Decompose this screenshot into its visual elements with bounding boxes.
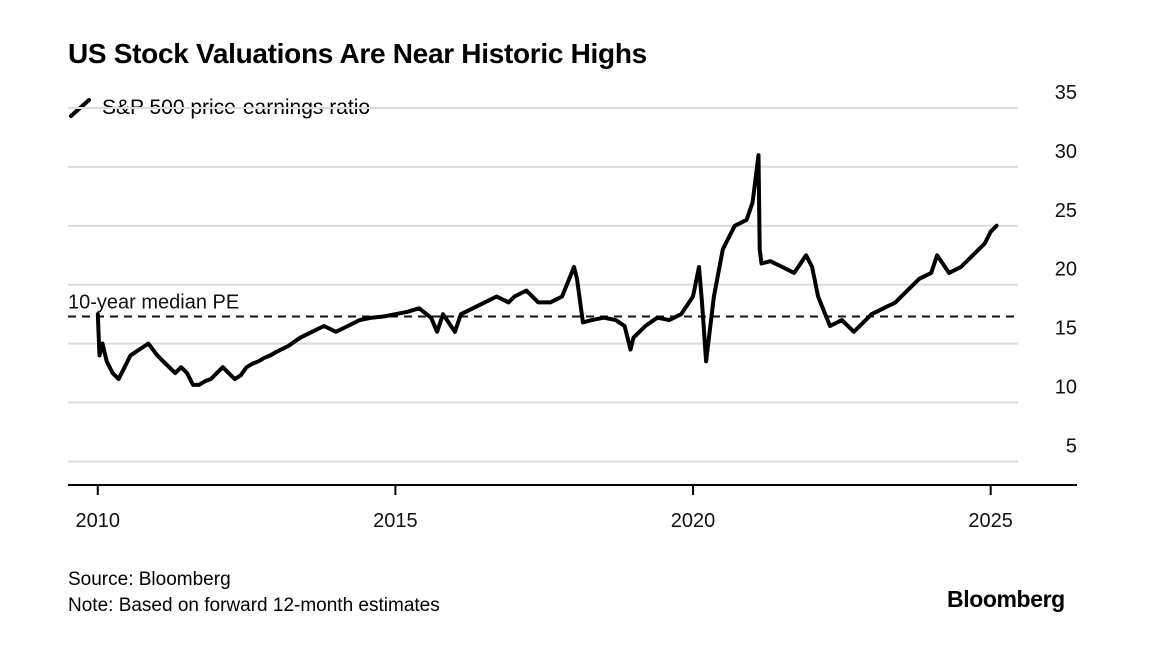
- x-tick-label-2025: 2025: [968, 510, 1013, 532]
- note-text: Note: Based on forward 12-month estimate…: [68, 595, 440, 616]
- x-tick-label-2020: 2020: [671, 510, 716, 532]
- chart-title: US Stock Valuations Are Near Historic Hi…: [68, 38, 647, 69]
- source-text: Source: Bloomberg: [68, 569, 231, 590]
- y-tick-label-5: 5: [1066, 435, 1077, 457]
- y-tick-label-25: 25: [1055, 200, 1077, 222]
- source-block: Source: Bloomberg Note: Based on forward…: [68, 567, 440, 619]
- y-tick-label-30: 30: [1055, 141, 1077, 163]
- median-reference-label: 10-year median PE: [68, 292, 239, 314]
- y-tick-label-20: 20: [1055, 259, 1077, 281]
- x-tick-label-2015: 2015: [373, 510, 418, 532]
- x-tick-label-2010: 2010: [76, 510, 121, 532]
- series-line-sp500-pe: [95, 153, 999, 387]
- bloomberg-logo: Bloomberg: [947, 586, 1065, 612]
- y-tick-label-10: 10: [1055, 377, 1077, 399]
- y-tick-label-15: 15: [1055, 318, 1077, 340]
- y-tick-label-35: 35: [1055, 82, 1077, 104]
